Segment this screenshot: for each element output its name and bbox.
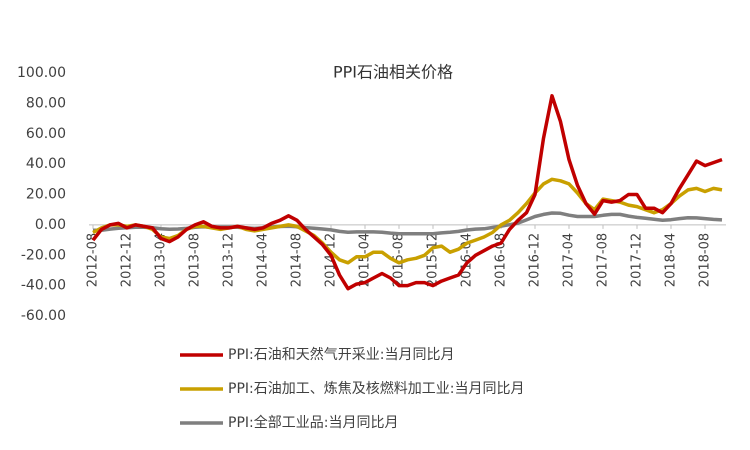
y-tick-label: 80.00 — [26, 95, 66, 111]
y-tick-label: 100.00 — [17, 65, 66, 81]
x-tick-label: 2014-08 — [290, 233, 305, 287]
legend-label: PPI:全部工业品:当月同比月 — [228, 414, 398, 431]
x-tick-label: 2012-08 — [86, 233, 101, 287]
x-tick-label: 2017-12 — [630, 233, 645, 287]
x-tick-label: 2013-04 — [154, 233, 169, 287]
x-tick-label: 2016-08 — [494, 233, 509, 287]
x-tick-label: 2013-12 — [222, 233, 237, 287]
x-tick-label: 2012-12 — [120, 233, 135, 287]
y-tick-label: -60.00 — [21, 308, 66, 324]
x-tick-label: 2015-08 — [392, 233, 407, 287]
x-tick-label: 2016-12 — [528, 233, 543, 287]
legend-label: PPI:石油和天然气开采业:当月同比月 — [228, 346, 454, 363]
x-tick-label: 2017-08 — [596, 233, 611, 287]
y-tick-label: -20.00 — [21, 247, 66, 263]
y-tick-label: 40.00 — [26, 156, 66, 172]
y-tick-label: 20.00 — [26, 187, 66, 203]
x-tick-label: 2018-08 — [698, 233, 713, 287]
series-line — [91, 94, 723, 291]
chart-title: PPI石油相关价格 — [333, 63, 453, 82]
y-tick-label: 0.00 — [35, 217, 66, 233]
x-tick-label: 2013-08 — [188, 233, 203, 287]
x-tick-label: 2018-04 — [664, 233, 679, 287]
y-tick-label: -40.00 — [21, 278, 66, 294]
x-tick-label: 2014-12 — [324, 233, 339, 287]
x-tick-label: 2015-04 — [358, 233, 373, 287]
y-tick-label: 60.00 — [26, 126, 66, 142]
x-tick-label: 2015-12 — [426, 233, 441, 287]
legend-label: PPI:石油加工、炼焦及核燃料加工业:当月同比月 — [228, 380, 524, 397]
x-tick-label: 2014-04 — [256, 233, 271, 287]
x-tick-label: 2017-04 — [562, 233, 577, 287]
